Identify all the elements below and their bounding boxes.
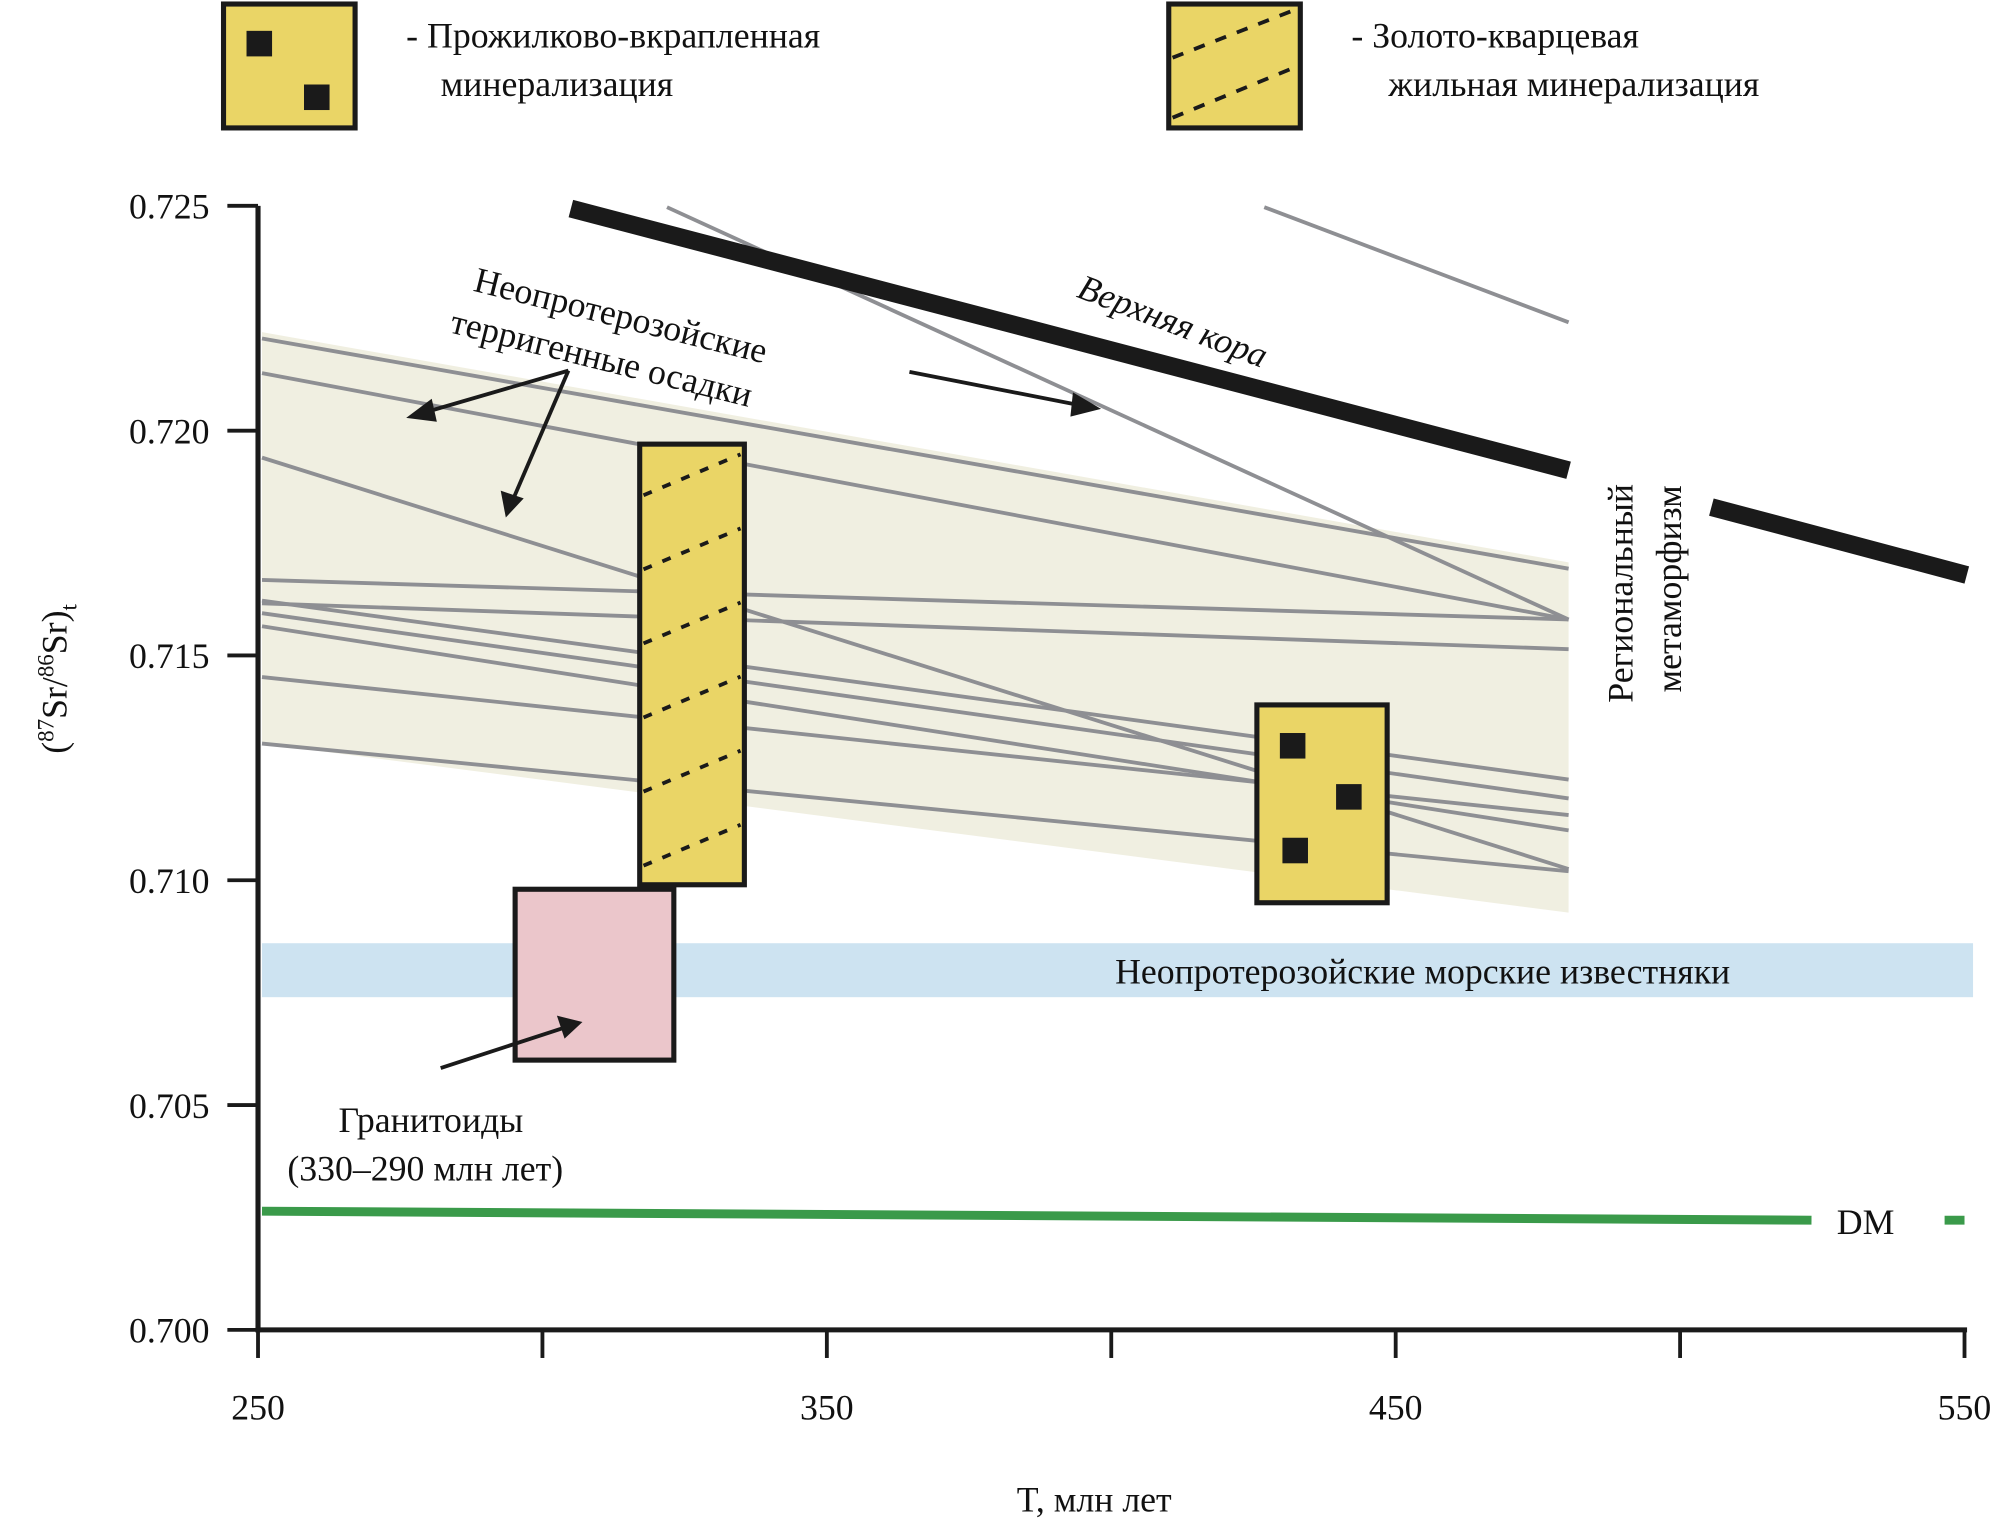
granitoids-box (512, 886, 677, 1063)
y-tick-label: 0.720 (129, 411, 209, 451)
metamorphism-label-line2: метаморфизм (1649, 485, 1689, 692)
y-tick-label: 0.700 (129, 1311, 209, 1351)
legend-swatch-vein (1166, 1, 1303, 131)
vein-dash-line (642, 823, 742, 868)
sr-evolution-line (1263, 205, 1570, 325)
legend: - Прожилково-вкрапленная минерализация -… (220, 1, 1759, 131)
upper-crust-arrow (909, 370, 1102, 417)
marine-limestones-label: Неопротерозойские морские известняки (1115, 952, 1730, 992)
plot-area: 0.700 0.705 0.710 0.715 0.720 0.725 250 350 450 5… (129, 187, 1991, 1428)
dm-label: DM (1837, 1202, 1895, 1242)
vein-dash-line (642, 452, 742, 497)
x-tick-label: 350 (800, 1387, 854, 1427)
vein-dash-line (642, 674, 742, 720)
vein-dash-line (642, 526, 742, 572)
y-tick-label: 0.715 (129, 636, 209, 676)
sr-evolution-line (261, 578, 1569, 622)
terrigenous-arrows (406, 368, 571, 518)
y-axis-title: (87Sr/86Sr)t (34, 603, 82, 753)
x-axis-title: T, млн лет (1017, 1479, 1172, 1519)
upper-crust-line (1709, 498, 1970, 584)
legend-label-vein-1: - Золото-кварцевая (1351, 15, 1639, 55)
legend-label-disseminated-2: минерализация (441, 64, 673, 104)
mineral-grain-square (1282, 837, 1308, 864)
x-tick-label: 450 (1369, 1387, 1423, 1427)
metamorphism-label: Региональный метаморфизм (1600, 484, 1689, 703)
mineral-grain-square (1279, 733, 1306, 759)
vein-dash-line (642, 600, 742, 646)
legend-label-vein-2: жильная минерализация (1387, 64, 1759, 104)
granitoids-label-line1: Гранитоиды (338, 1100, 523, 1140)
x-tick-label: 550 (1938, 1387, 1992, 1427)
vein-mineralization-box (637, 441, 747, 888)
metamorphism-label-line1: Региональный (1600, 484, 1640, 703)
granitoids-label-line2: (330–290 млн лет) (287, 1148, 563, 1188)
sr-evolution-line (261, 371, 1569, 622)
legend-label-disseminated-1: - Прожилково-вкрапленная (406, 15, 820, 55)
mineral-grain-square (1336, 784, 1362, 810)
granitoids-arrow (440, 1015, 583, 1070)
upper-crust-line (568, 199, 1571, 479)
disseminated-mineralization-box (1254, 702, 1390, 906)
vein-dash-line (642, 748, 742, 794)
dm-line (261, 1206, 1812, 1225)
y-tick-label: 0.725 (129, 187, 209, 227)
legend-swatch-disseminated (220, 1, 358, 131)
sr-evolution-line (261, 601, 1569, 652)
x-tick-label: 250 (231, 1387, 285, 1427)
y-tick-label: 0.705 (129, 1086, 209, 1126)
sr-evolution-line (261, 336, 1569, 571)
y-tick-label: 0.710 (129, 861, 209, 901)
